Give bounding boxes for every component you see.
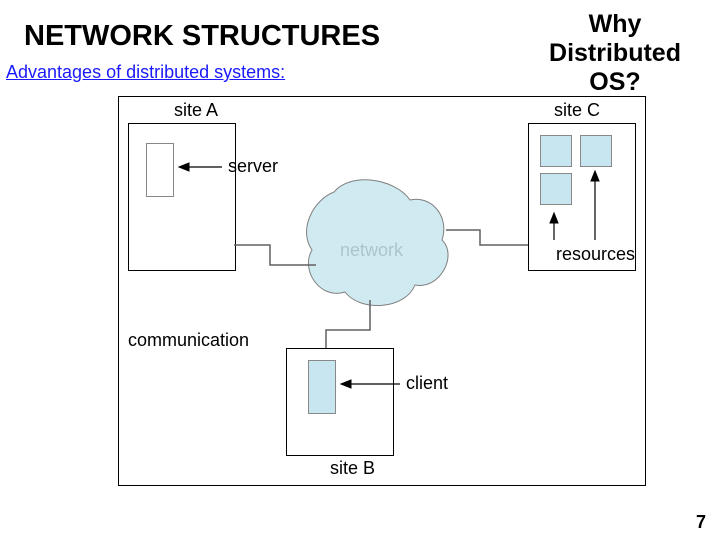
client-box: [308, 360, 336, 414]
title-right-line1: Why: [589, 10, 642, 38]
title-right-line3: OS?: [589, 68, 640, 96]
resource-box-1: [540, 135, 572, 167]
server-label: server: [228, 156, 278, 177]
page-number: 7: [696, 512, 706, 533]
communication-label: communication: [128, 330, 249, 351]
site-c-label: site C: [554, 100, 600, 121]
resource-box-3: [540, 173, 572, 205]
resources-label: resources: [556, 244, 635, 265]
main-title: NETWORK STRUCTURES: [24, 20, 380, 53]
resource-box-2: [580, 135, 612, 167]
title-right-line2: Distributed: [549, 39, 681, 67]
network-label: network: [340, 240, 403, 261]
client-label: client: [406, 373, 448, 394]
site-b-box: [286, 348, 394, 456]
title-right: Why Distributed OS?: [530, 10, 700, 96]
subtitle: Advantages of distributed systems:: [6, 62, 285, 83]
site-a-label: site A: [174, 100, 218, 121]
site-b-label: site B: [330, 458, 375, 479]
site-a-box: [128, 123, 236, 271]
server-box: [146, 143, 174, 197]
